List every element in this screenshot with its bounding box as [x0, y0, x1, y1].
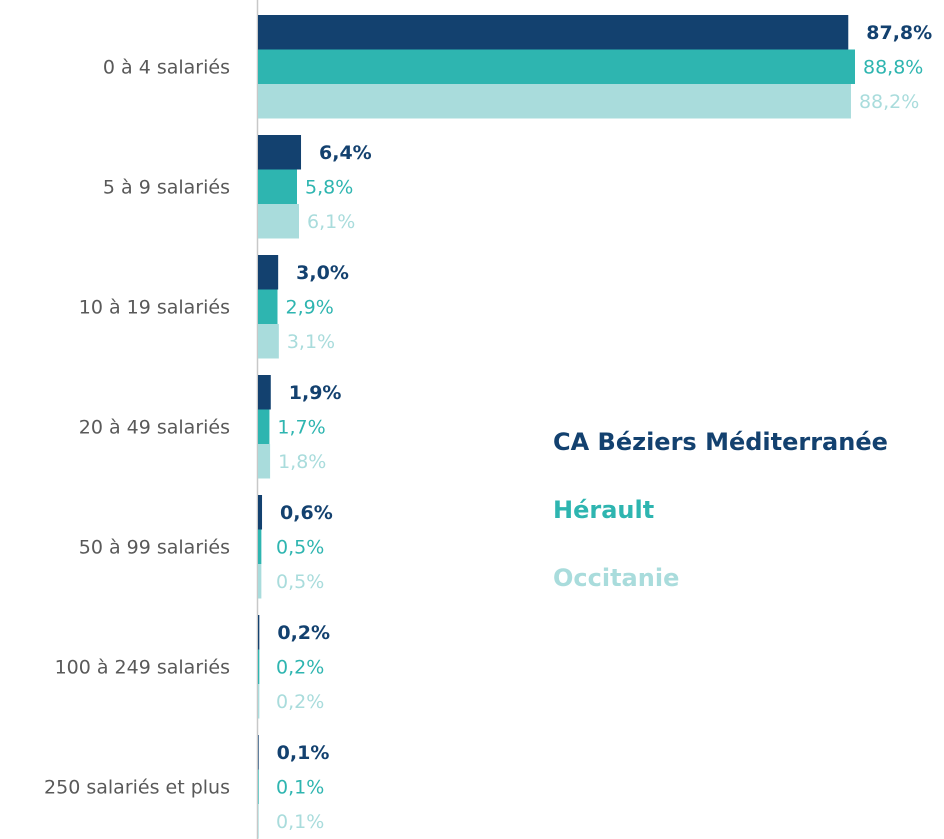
value-label: 0,5% — [276, 536, 324, 558]
value-label: 0,2% — [276, 656, 324, 678]
bar — [258, 375, 271, 410]
value-label: 88,8% — [863, 56, 923, 78]
bar — [258, 649, 260, 684]
category-label: 250 salariés et plus — [44, 777, 230, 799]
value-label: 0,1% — [276, 776, 324, 798]
bar — [258, 409, 270, 444]
category-label: 10 à 19 salariés — [79, 297, 230, 319]
bar — [258, 169, 297, 204]
value-label: 0,2% — [277, 622, 330, 644]
bar — [258, 15, 849, 50]
category-label: 0 à 4 salariés — [103, 57, 230, 79]
legend-entry: Hérault — [553, 496, 654, 524]
value-label: 1,8% — [278, 451, 326, 473]
category-label: 100 à 249 salariés — [55, 657, 230, 679]
value-label: 2,9% — [285, 296, 333, 318]
value-label: 3,1% — [287, 331, 335, 353]
bar — [258, 564, 262, 599]
bar — [258, 615, 260, 650]
category-label: 20 à 49 salariés — [79, 417, 230, 439]
value-label: 0,1% — [277, 742, 330, 764]
bar — [258, 135, 302, 170]
bar — [258, 735, 259, 770]
value-label: 0,1% — [276, 811, 324, 833]
value-label: 5,8% — [305, 176, 353, 198]
category-label: 50 à 99 salariés — [79, 537, 230, 559]
value-label: 1,7% — [277, 416, 325, 438]
bar — [258, 769, 259, 804]
category-label: 5 à 9 salariés — [103, 177, 230, 199]
value-label: 0,2% — [276, 691, 324, 713]
bar — [258, 49, 855, 84]
bar — [258, 495, 263, 530]
bar — [258, 289, 278, 324]
value-label: 1,9% — [289, 382, 342, 404]
bar — [258, 684, 260, 719]
value-label: 0,5% — [276, 571, 324, 593]
value-label: 88,2% — [859, 91, 919, 113]
bar — [258, 255, 279, 290]
bar — [258, 529, 262, 564]
value-label: 87,8% — [866, 22, 932, 44]
bar — [258, 324, 279, 359]
value-label: 3,0% — [296, 262, 349, 284]
value-label: 6,1% — [307, 211, 355, 233]
value-label: 6,4% — [319, 142, 372, 164]
bar — [258, 204, 300, 239]
legend-entry: Occitanie — [553, 564, 679, 592]
legend-entry: CA Béziers Méditerranée — [553, 428, 888, 456]
bar — [258, 84, 851, 119]
bar — [258, 804, 259, 839]
bar — [258, 444, 271, 479]
value-label: 0,6% — [280, 502, 333, 524]
